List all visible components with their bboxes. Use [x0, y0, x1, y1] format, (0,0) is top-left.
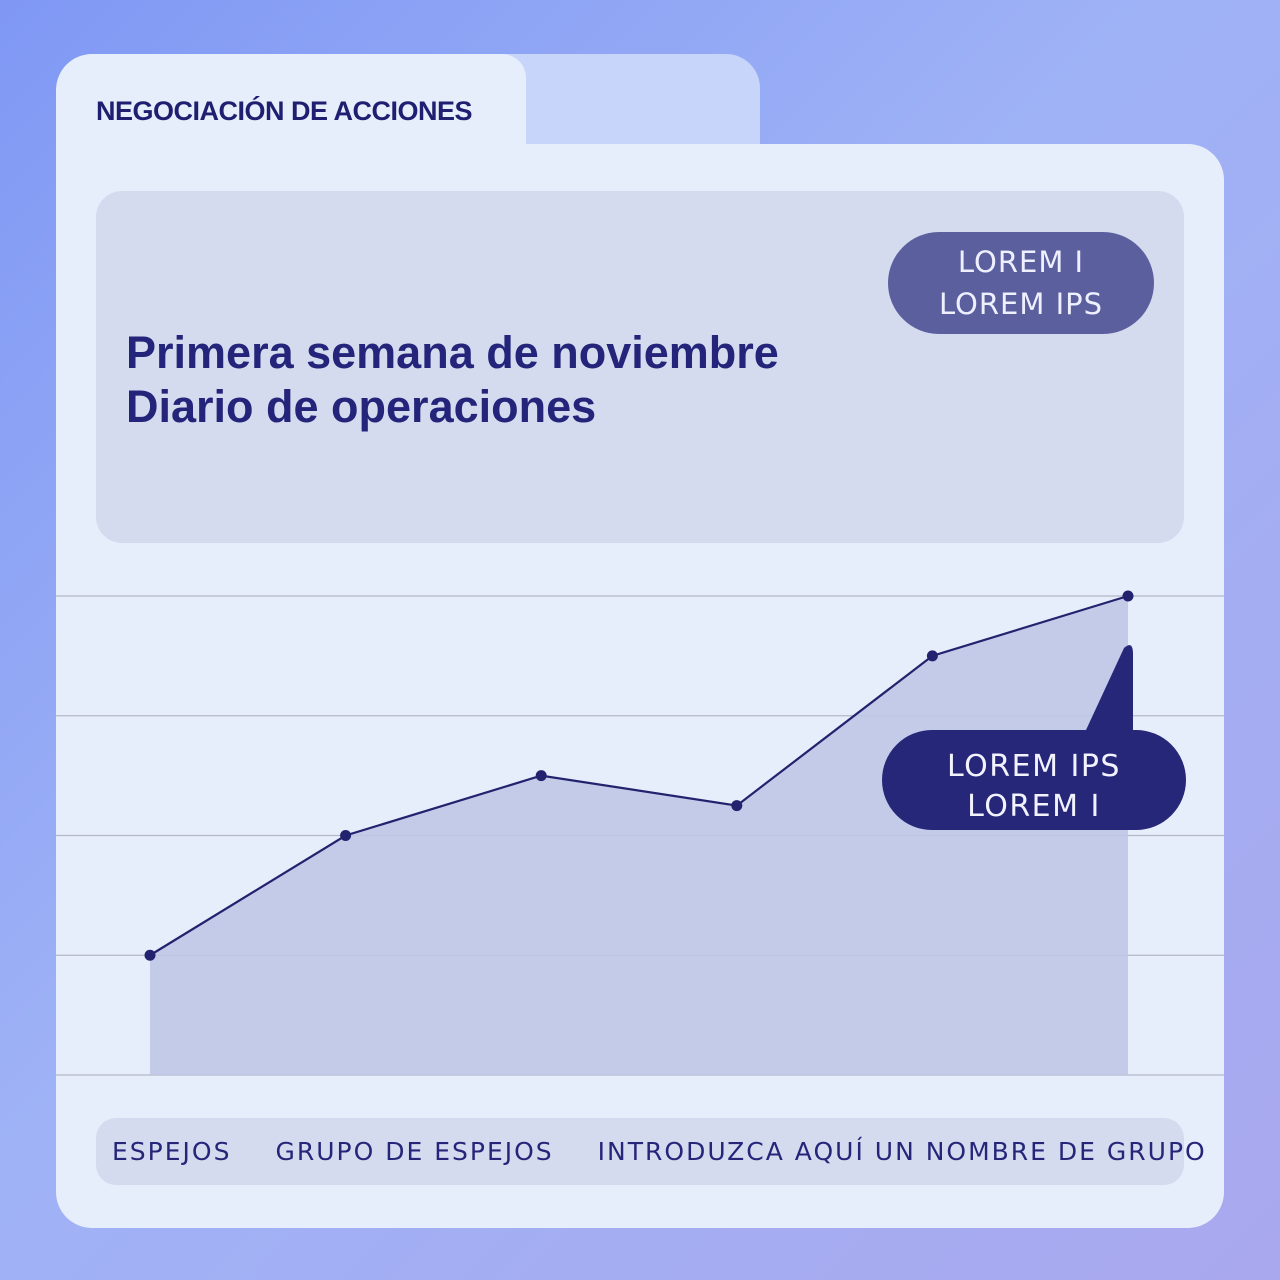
callout-line-2: LOREM I — [967, 789, 1101, 824]
footer-item-grupo[interactable]: GRUPO DE ESPEJOS — [275, 1137, 554, 1166]
chart-point — [340, 830, 352, 841]
page-title-line-1: Primera semana de noviembre — [126, 327, 779, 378]
chart-area-fill — [150, 596, 1128, 1075]
chart-point — [731, 800, 743, 812]
chart-point — [535, 770, 547, 782]
chart-series-line — [149, 594, 1129, 957]
chart-point — [1122, 590, 1134, 602]
callout-line-1: LOREM IPS — [947, 749, 1121, 784]
page-title-line-2: Diario de operaciones — [126, 381, 597, 432]
header-pill-badge: LOREM I LOREM IPS — [888, 232, 1154, 334]
pill-line-1: LOREM I — [957, 245, 1085, 279]
chart-callout: LOREM IPS LOREM I — [882, 645, 1186, 830]
page-title: Primera semana de noviembre Diario de op… — [126, 326, 779, 434]
chart-point — [144, 949, 156, 961]
footer-item-nombre[interactable]: INTRODUZCA AQUÍ UN NOMBRE DE GRUPO — [597, 1137, 1207, 1166]
chart-point — [926, 650, 938, 662]
tab-title: NEGOCIACIÓN DE ACCIONES — [96, 96, 473, 126]
chart-points — [144, 590, 1134, 961]
footer-item-espejos[interactable]: ESPEJOS — [112, 1137, 232, 1166]
footer-breadcrumb: ESPEJOS GRUPO DE ESPEJOS INTRODUZCA AQUÍ… — [96, 1118, 1205, 1185]
callout-bubble — [882, 645, 1186, 830]
pill-line-2: LOREM IPS — [938, 287, 1104, 321]
